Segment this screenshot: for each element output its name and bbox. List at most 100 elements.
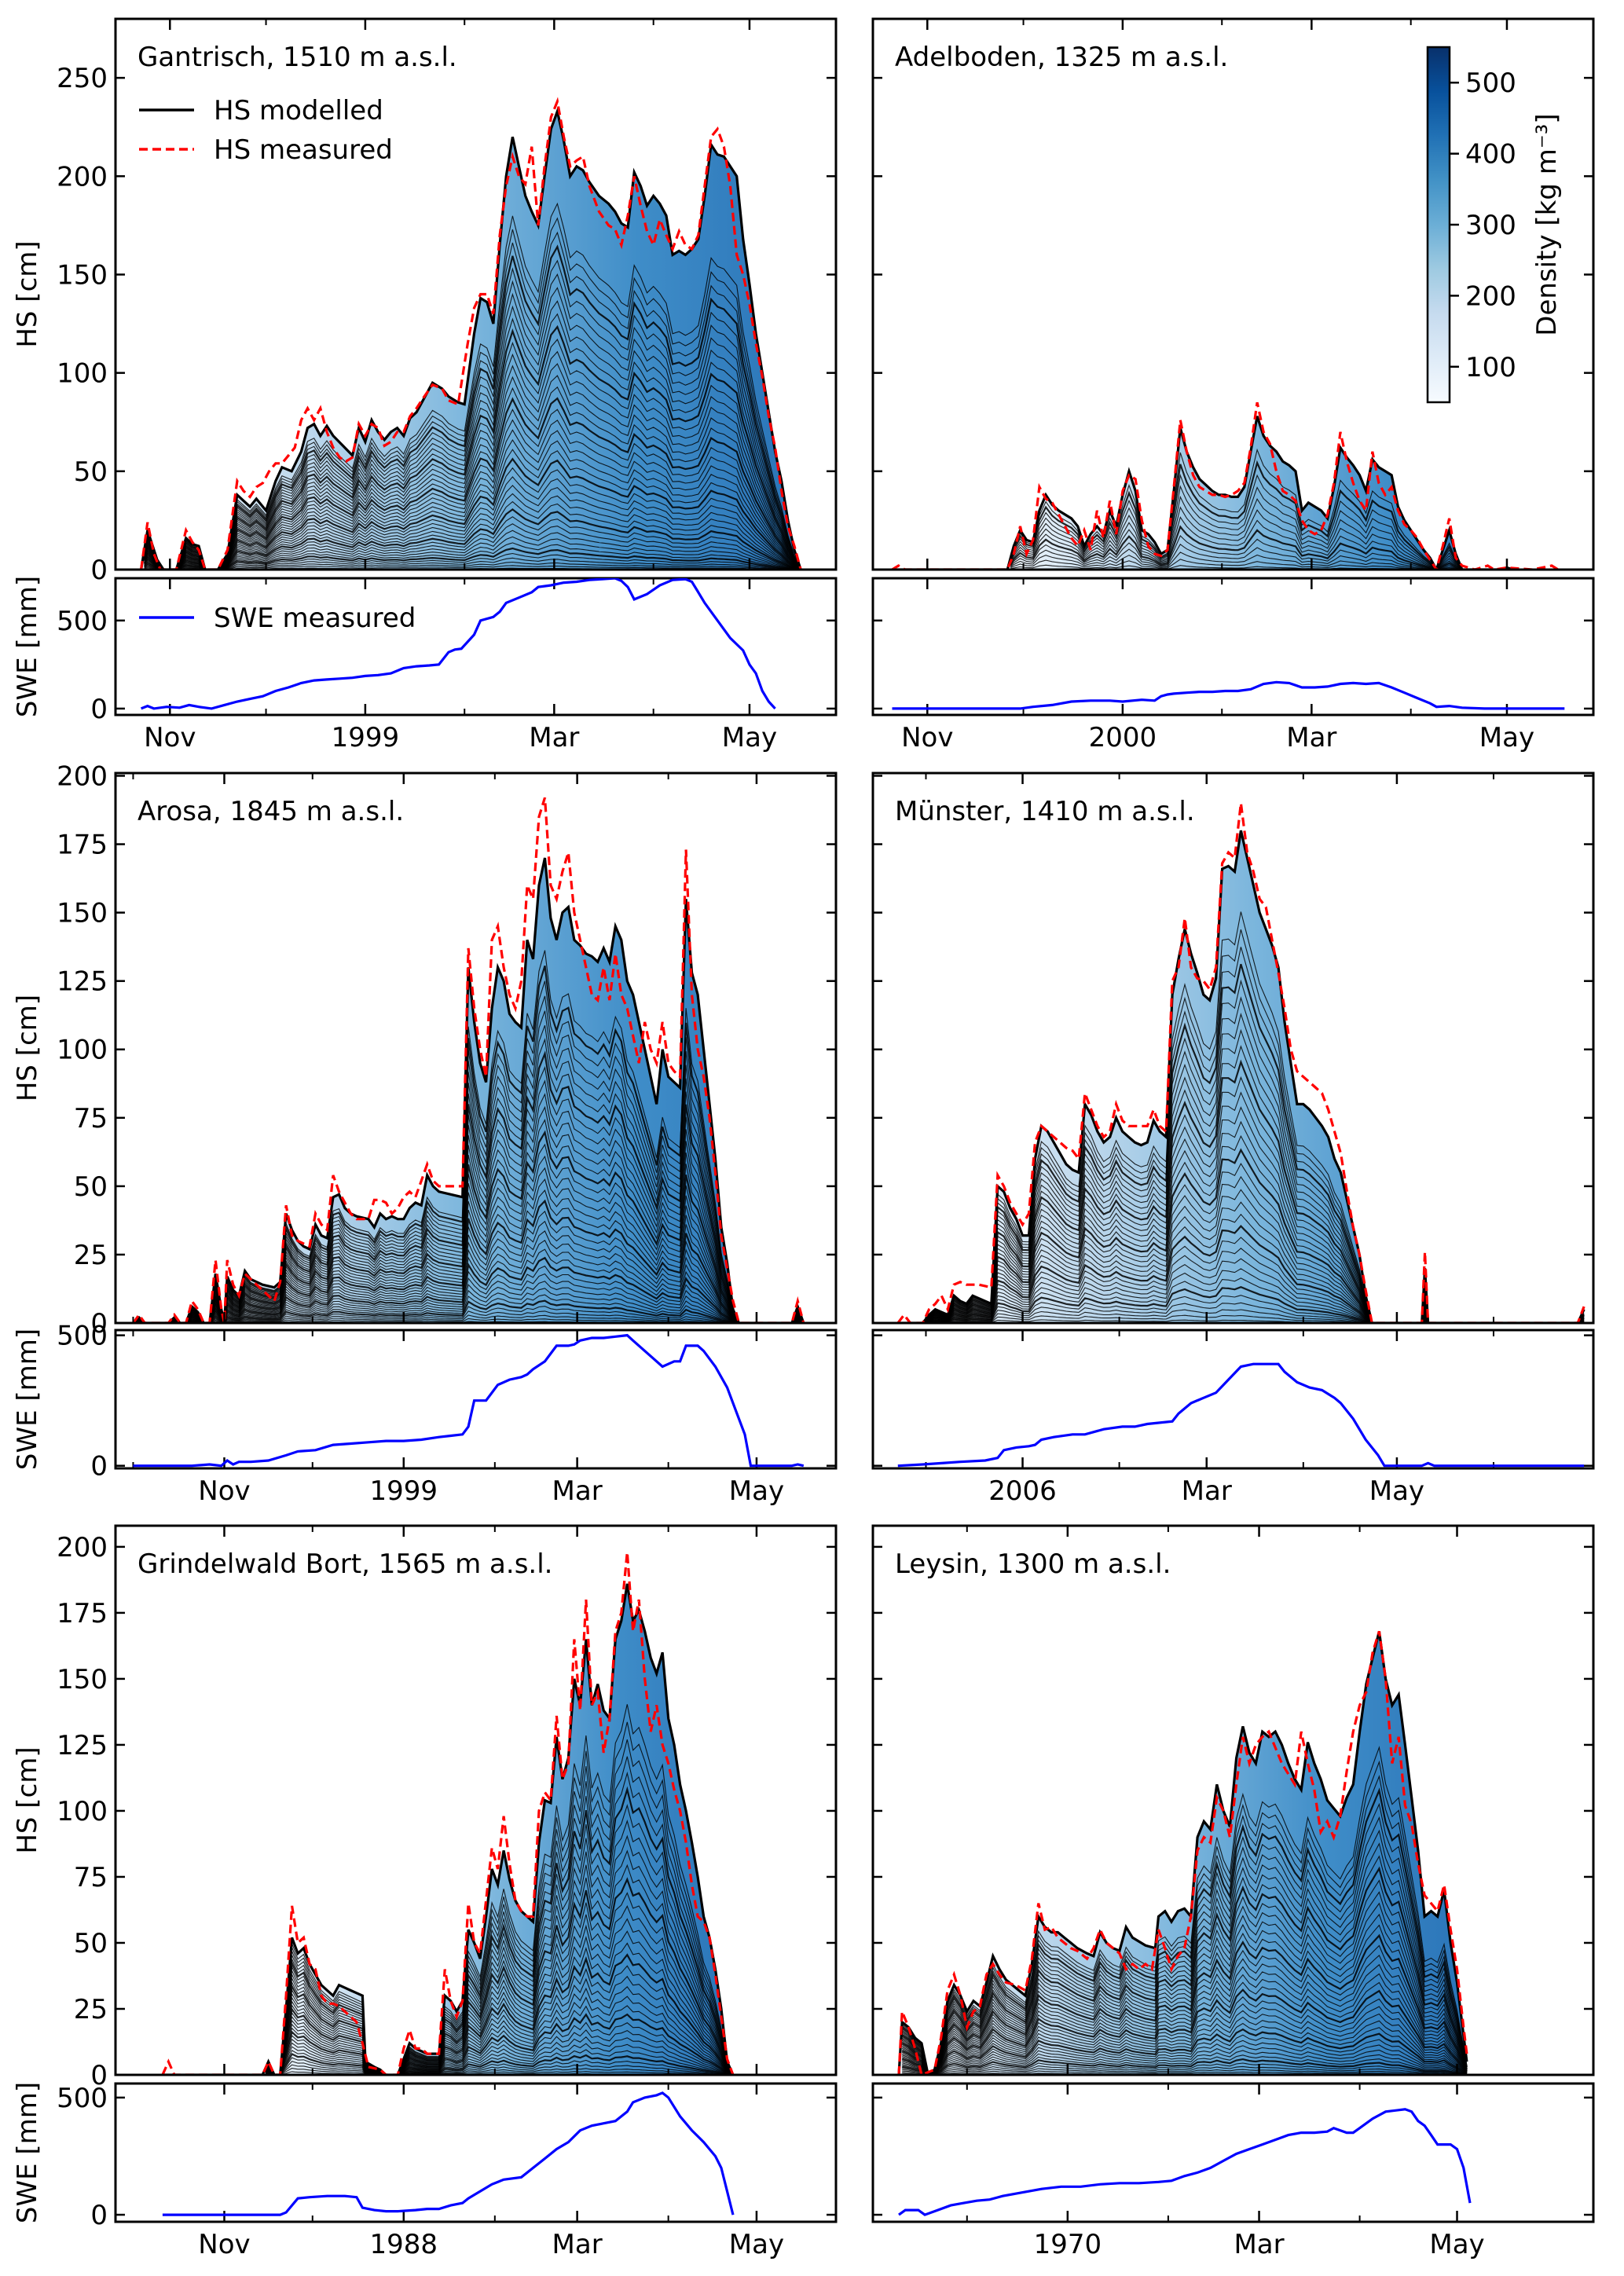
xtick-label: May [729,1475,784,1507]
hs-ytick-label: 0 [90,2060,108,2091]
panel-title: Arosa, 1845 m a.s.l. [137,796,404,827]
layer-line [902,2065,1467,2075]
layer-line [143,397,801,570]
layer-line [926,947,1585,1323]
hs-ytick-label: 125 [57,1730,108,1761]
panel-3: 2006 Mar May Münster, 1410 m a.s.l. [871,771,1595,1507]
layer-line [135,1050,805,1323]
panel-title: Leysin, 1300 m a.s.l. [895,1548,1171,1580]
layer-line [135,965,805,1323]
layer-line [135,1178,805,1323]
hs-measured-line [140,97,802,570]
layer-line [265,1975,734,2075]
layer-line [926,996,1585,1323]
layer-line [1010,506,1514,570]
hs-ytick-label: 0 [90,1308,108,1340]
layer-line [901,1891,1468,2075]
layer-line [901,1855,1468,2075]
layer-line [926,1277,1585,1323]
hs-axes-frame [871,17,1595,571]
layer-line [901,1988,1468,2075]
legend-hs-modelled-label: HS modelled [214,95,383,126]
xtick-label: May [1429,2229,1484,2260]
layer-line [135,1167,805,1323]
layer-line [136,1240,804,1323]
layer-line [901,1842,1468,2075]
layer-line [265,2013,734,2075]
layer-line [135,1189,805,1323]
xtick-label: May [1369,1475,1424,1507]
layer-line [265,2043,734,2075]
layer-line [136,1281,804,1323]
layer-line [902,2016,1468,2075]
hs-axes-frame [871,771,1595,1325]
colorbar-tick-label: 400 [1465,139,1516,170]
layer-line [926,1213,1585,1323]
layer-line [144,542,801,570]
layer-line [265,2053,734,2075]
layer-line [901,1760,1468,2075]
layer-line [144,363,801,570]
layer-line [135,1093,805,1323]
xtick-label: Mar [552,1475,603,1507]
layer-line [265,2057,734,2075]
layer-line [265,1864,734,2075]
layer-line [926,1319,1585,1323]
layer-line [902,2070,1467,2075]
layer-line [926,1045,1585,1323]
layer-line [1010,516,1514,570]
layer-line [135,1065,805,1323]
xtick-label: May [729,2229,784,2260]
layer-line [1010,460,1514,570]
swe-measured-line [897,1362,1585,1468]
swe-ytick-label: 500 [57,1321,108,1352]
swe-axes-frame [114,2082,838,2223]
layer-line [135,1105,805,1323]
xtick-label: May [1479,722,1534,753]
layer-line [135,1025,805,1323]
layer-line [901,1924,1468,2075]
layer-line [144,485,801,570]
hs-axes-frame [114,1524,838,2076]
layer-line [901,1866,1468,2075]
layer-line [926,1237,1585,1323]
layer-line [136,1220,805,1323]
swe-measured-line [141,578,776,710]
layer-line [264,1786,734,2075]
colorbar-tick-label: 500 [1465,68,1516,99]
layer-line [265,2049,734,2075]
layer-line [144,552,801,570]
xtick-label: 1999 [332,722,400,753]
layer-line [265,1820,734,2075]
layer-line [901,1787,1468,2075]
swe-ytick-label: 0 [90,2200,108,2231]
layer-line [135,1199,805,1323]
xtick-label: Nov [198,1475,250,1507]
hs-ytick-label: 125 [57,966,108,998]
layer-line [265,1965,734,2075]
layer-line [926,911,1585,1323]
layer-line [143,324,802,570]
layer-line [926,1302,1585,1323]
layer-line [926,1076,1585,1323]
layer-line [144,561,801,570]
hs-ytick-label: 175 [57,830,108,861]
layer-line [926,929,1585,1323]
xtick-label: 2006 [988,1475,1057,1507]
snowpack-density-area [162,1583,733,2075]
layer-line [902,2062,1467,2075]
layer-line [264,1877,734,2075]
layer-line [901,1913,1468,2075]
layer-line [926,1013,1585,1323]
hs-modelled-line [892,416,1514,570]
xtick-label: Nov [901,722,953,753]
colorbar-gradient [1426,46,1451,404]
swe-measured-line [898,2108,1472,2216]
snowpack-density-area [899,1631,1467,2075]
hs-ytick-label: 250 [57,63,108,94]
layer-line [143,508,801,570]
swe-ytick-label: 0 [90,694,108,725]
panel-0: 0 50 100 150 200 250 0 500 Nov 1999 Mar May Gantrisc… [12,17,838,753]
layer-line [135,1130,805,1323]
swe-axes-frame [114,577,838,717]
